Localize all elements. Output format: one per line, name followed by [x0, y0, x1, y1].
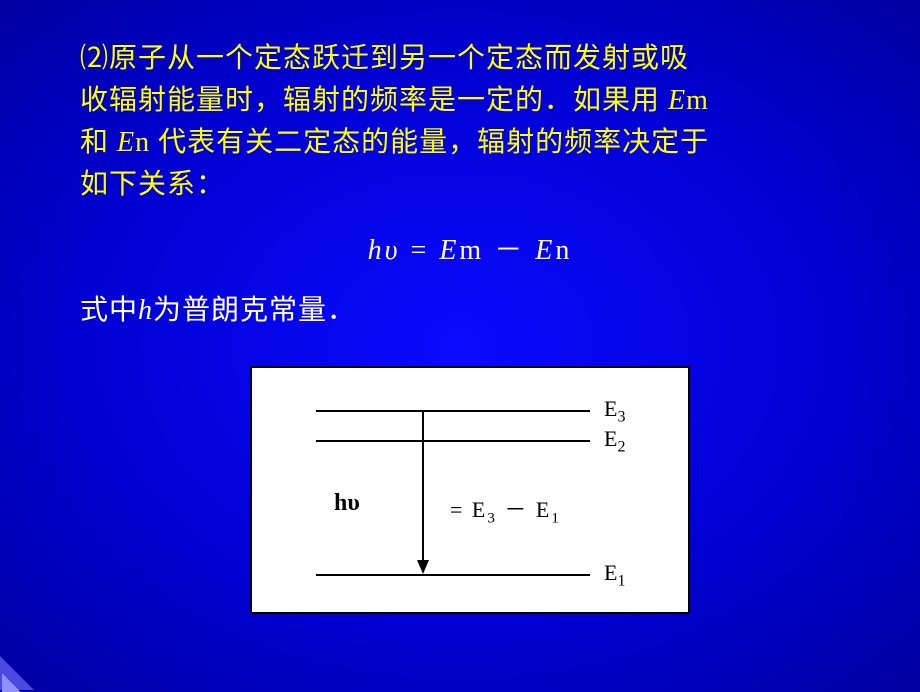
level-line-e1 [316, 574, 590, 576]
e1-sub: 1 [617, 572, 625, 589]
hv-nu: υ [347, 490, 359, 516]
e2-E: E [604, 426, 617, 451]
formula-minus: － [484, 235, 535, 266]
para-l1: 原子从一个定态跃迁到另一个定态而发射或吸 [109, 43, 689, 74]
para-em1: E [668, 85, 686, 116]
formula-h: h [368, 235, 385, 266]
diagram-equation: = E3 － E1 [450, 492, 561, 527]
formula-eq: = [401, 235, 440, 266]
eq-E1-s: 1 [551, 510, 561, 526]
level-line-e3 [316, 410, 590, 412]
eq-eq: = [450, 497, 472, 522]
eq-E3-E: E [472, 497, 487, 522]
level-label-e2: E2 [604, 426, 625, 456]
note-a: 式中 [80, 295, 138, 326]
level-label-e1: E1 [604, 560, 625, 590]
e2-sub: 2 [617, 438, 625, 455]
formula: hυ = Em － En [80, 228, 860, 268]
level-line-e2 [316, 440, 590, 442]
transition-arrow-shaft [422, 410, 424, 564]
para-sub1: m [686, 85, 709, 116]
para-sub2: n [135, 127, 150, 158]
eq-minus: － [497, 497, 536, 522]
para-l2a: 收辐射能量时，辐射的频率是一定的．如果用 [80, 85, 668, 116]
hv-label: hυ [334, 490, 360, 517]
formula-nu: υ [385, 235, 401, 266]
paragraph: ⑵原子从一个定态跃迁到另一个定态而发射或吸 收辐射能量时，辐射的频率是一定的．如… [80, 38, 860, 206]
note: 式中h为普朗克常量． [80, 290, 860, 332]
note-b: 为普朗克常量． [153, 295, 356, 326]
e3-E: E [604, 396, 617, 421]
eq-E1-E: E [536, 497, 551, 522]
para-l3a: 和 [80, 127, 117, 158]
formula-Em-m: m [459, 235, 484, 266]
formula-En-n: n [555, 235, 572, 266]
para-em2: E [117, 127, 135, 158]
diagram-wrap: E3 E2 E1 hυ = E3 － E1 [80, 366, 860, 614]
formula-En-E: E [535, 235, 555, 266]
note-h: h [138, 295, 153, 326]
energy-level-diagram: E3 E2 E1 hυ = E3 － E1 [250, 366, 690, 614]
para-l4: 如下关系： [80, 169, 225, 200]
para-prefix: ⑵ [80, 43, 109, 74]
level-label-e3: E3 [604, 396, 625, 426]
para-l3b: 代表有关二定态的能量，辐射的频率决定于 [150, 127, 709, 158]
eq-E3-s: 3 [487, 510, 497, 526]
e3-sub: 3 [617, 408, 625, 425]
e1-E: E [604, 560, 617, 585]
transition-arrow-head [417, 560, 429, 574]
formula-Em-E: E [439, 235, 459, 266]
slide-body: ⑵原子从一个定态跃迁到另一个定态而发射或吸 收辐射能量时，辐射的频率是一定的．如… [0, 0, 920, 654]
page-corner-fold-icon [0, 656, 34, 690]
hv-h: h [334, 490, 347, 516]
